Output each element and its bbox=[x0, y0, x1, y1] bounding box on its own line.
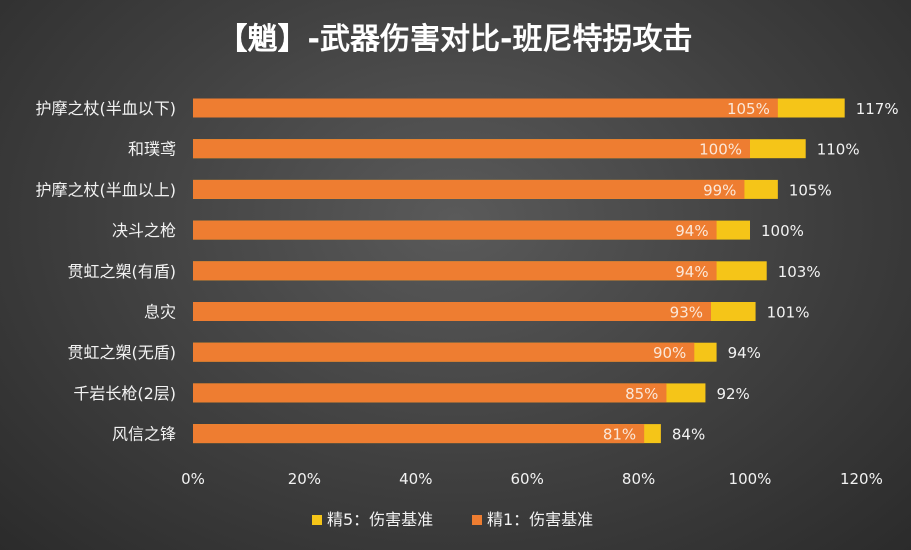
category-label: 贯虹之槊(无盾) bbox=[68, 343, 177, 362]
bar-jing1 bbox=[193, 383, 667, 403]
legend-swatch bbox=[472, 515, 482, 525]
bar-jing1 bbox=[193, 179, 745, 199]
legend-label: 精5：伤害基准 bbox=[327, 510, 433, 529]
category-label: 息灾 bbox=[144, 303, 176, 322]
data-label-jing5: 84% bbox=[672, 426, 705, 444]
bar-jing1 bbox=[193, 302, 712, 321]
data-label-jing5: 103% bbox=[778, 263, 821, 281]
data-label-jing5: 105% bbox=[789, 181, 832, 199]
category-label: 风信之锋 bbox=[112, 425, 176, 444]
x-tick-label: 80% bbox=[622, 470, 655, 488]
category-label: 决斗之枪 bbox=[112, 221, 176, 240]
legend: 精5：伤害基准 精1：伤害基准 bbox=[312, 510, 593, 529]
data-label-jing5: 100% bbox=[761, 222, 804, 240]
data-label-jing1: 81% bbox=[603, 426, 636, 444]
data-label-jing1: 105% bbox=[727, 100, 770, 118]
x-tick-label: 100% bbox=[729, 470, 772, 488]
x-tick-label: 20% bbox=[288, 470, 321, 488]
category-label: 和璞鸢 bbox=[128, 140, 176, 159]
x-tick-label: 40% bbox=[399, 470, 432, 488]
bar-jing1 bbox=[193, 139, 750, 159]
bars-group: 105% 117% 100% 110% 99% 105% 94% 100% 94% 103% 93%… bbox=[193, 98, 899, 444]
category-label: 贯虹之槊(有盾) bbox=[68, 262, 177, 281]
bar-jing1 bbox=[193, 424, 645, 444]
x-axis-ticks-group: 0% 20% 40% 60% 80% 100% 120% bbox=[181, 470, 883, 488]
bar-jing1 bbox=[193, 220, 717, 240]
x-tick-label: 0% bbox=[181, 470, 205, 488]
data-label-jing5: 117% bbox=[856, 100, 899, 118]
data-label-jing1: 94% bbox=[675, 222, 708, 240]
legend-label: 精1：伤害基准 bbox=[487, 510, 593, 529]
category-label: 千岩长枪(2层) bbox=[73, 384, 176, 403]
data-label-jing1: 85% bbox=[625, 385, 658, 403]
data-label-jing1: 100% bbox=[699, 141, 742, 159]
legend-swatch bbox=[312, 515, 322, 525]
data-label-jing1: 99% bbox=[703, 181, 736, 199]
bar-jing1 bbox=[193, 342, 695, 362]
data-label-jing5: 92% bbox=[716, 385, 749, 403]
data-label-jing5: 110% bbox=[817, 141, 860, 159]
data-label-jing5: 101% bbox=[767, 304, 810, 322]
data-label-jing1: 90% bbox=[653, 344, 686, 362]
chart-title: 【魈】-武器伤害对比-班尼特拐攻击 bbox=[218, 22, 693, 57]
bar-jing1 bbox=[193, 98, 778, 118]
data-label-jing1: 93% bbox=[670, 304, 703, 322]
category-label: 护摩之杖(半血以下) bbox=[36, 99, 177, 118]
x-tick-label: 60% bbox=[511, 470, 544, 488]
bar-jing1 bbox=[193, 261, 717, 281]
data-label-jing1: 94% bbox=[675, 263, 708, 281]
data-label-jing5: 94% bbox=[728, 344, 761, 362]
x-tick-label: 120% bbox=[840, 470, 883, 488]
category-label: 护摩之杖(半血以上) bbox=[36, 180, 177, 199]
